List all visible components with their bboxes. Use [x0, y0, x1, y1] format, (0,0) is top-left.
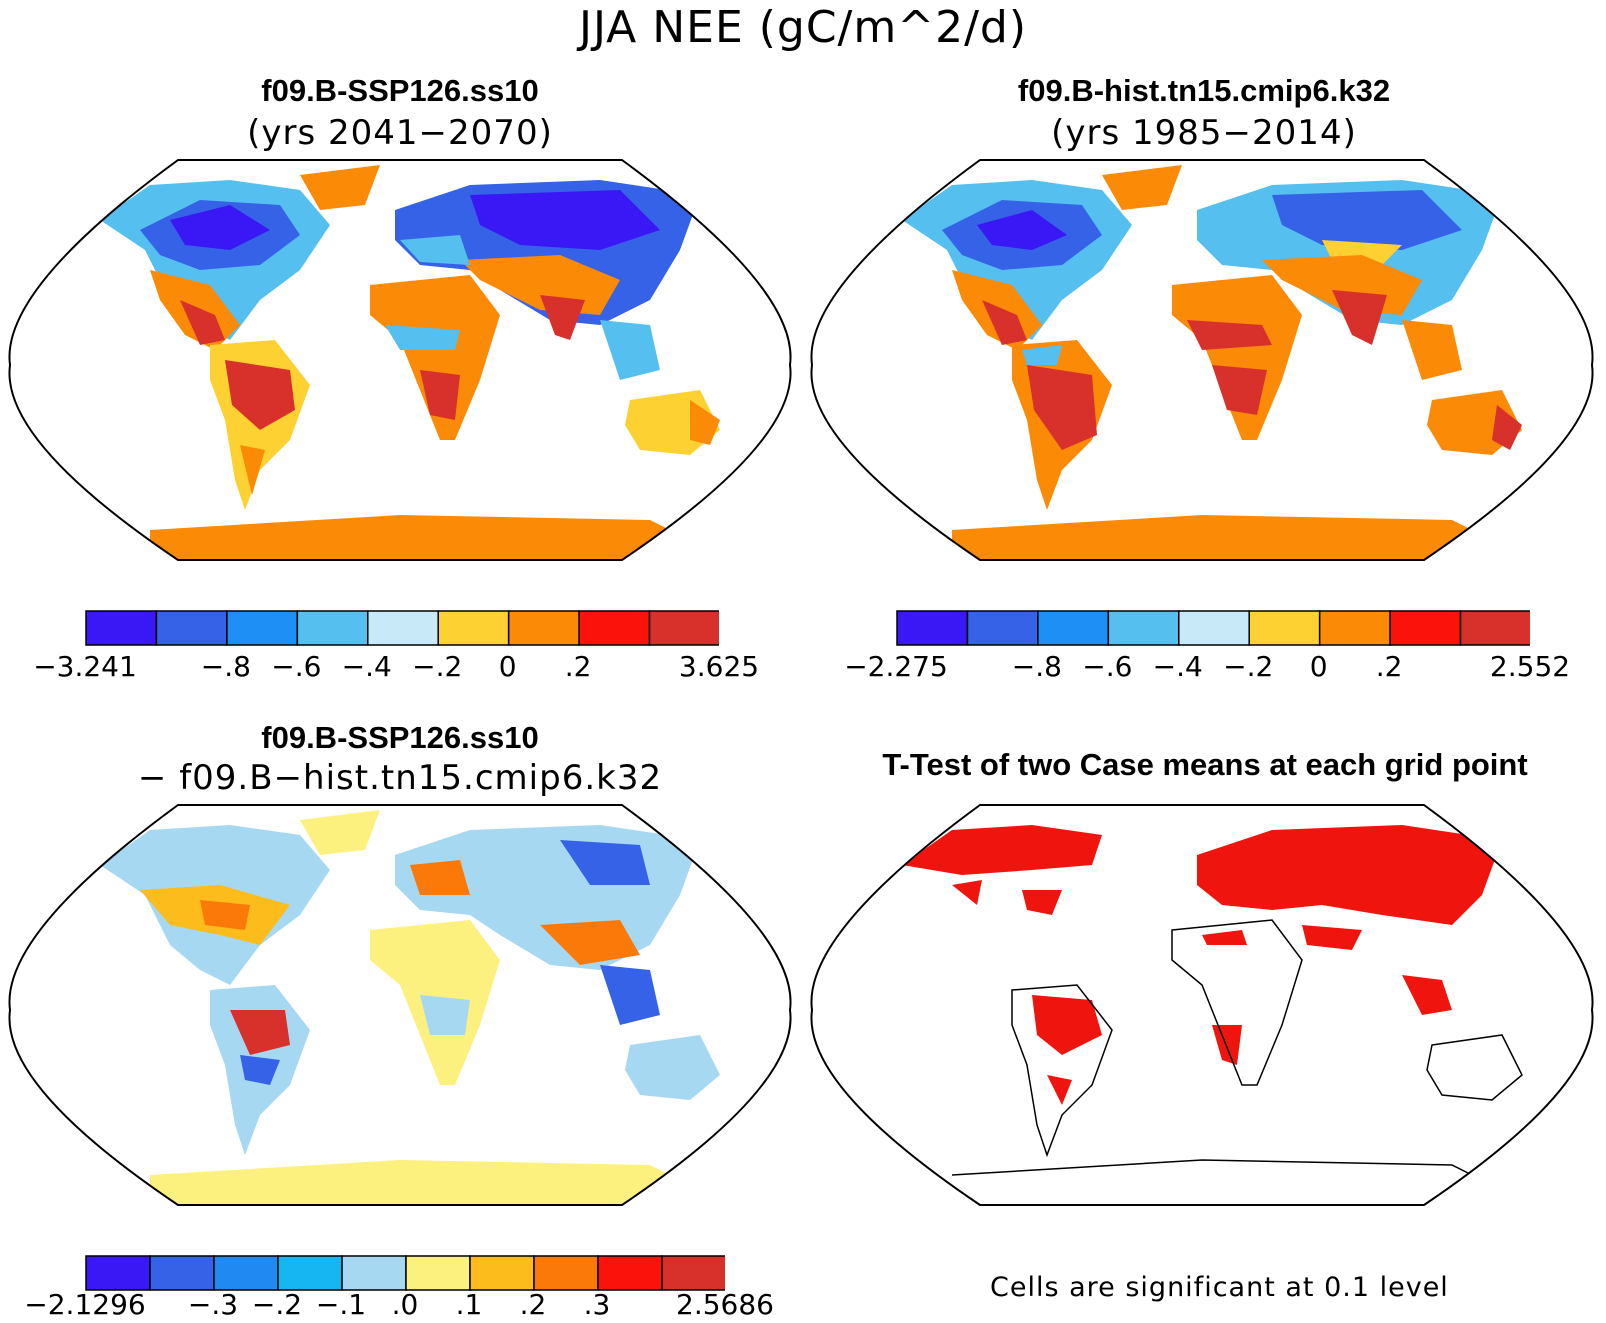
colorbar-bottom-left-label: .3 [583, 1288, 611, 1321]
colorbar-bottom-left-label: −.3 [187, 1288, 239, 1321]
panel-bottom-left-subtitle: − f09.B−hist.tn15.cmip6.k32 [137, 758, 663, 798]
map-top-right [810, 159, 1594, 561]
colorbar-top-left-label: −.2 [412, 650, 463, 683]
colorbar-top-right-swatch-8 [1459, 610, 1530, 646]
colorbar-bottom-left-label: .0 [391, 1288, 419, 1321]
map-bottom-left [8, 804, 792, 1206]
panel-top-right-subtitle: (yrs 1985−2014) [1051, 113, 1357, 153]
colorbar-top-left-swatch-7 [578, 610, 651, 646]
panel-top-left-subtitle: (yrs 2041−2070) [247, 113, 553, 153]
colorbar-top-left-swatch-6 [507, 610, 580, 646]
colorbar-bottom-left-label: .1 [455, 1288, 483, 1321]
colorbar-top-right-swatch-4 [1178, 610, 1250, 646]
colorbar-top-left-label: 3.625 [678, 650, 760, 683]
colorbar-top-right-label: 2.552 [1489, 650, 1571, 683]
map-bottom-right [810, 804, 1594, 1206]
colorbar-top-right-label: −.4 [1152, 650, 1203, 683]
colorbar-top-right-swatch-0 [896, 610, 969, 646]
panel-top-left-title: f09.B-SSP126.ss10 [261, 73, 539, 108]
colorbar-top-left-swatch-2 [226, 610, 299, 646]
colorbar-top-left-label: 0 [498, 650, 517, 683]
colorbar-top-right-label: −.8 [1011, 650, 1062, 683]
colorbar-bottom-left-label: 2.5686 [676, 1288, 774, 1321]
colorbar-top-right-label: −.2 [1223, 650, 1274, 683]
colorbar-bottom-left-swatch-6 [469, 1255, 535, 1291]
colorbar-bottom-left-swatch-7 [533, 1255, 599, 1291]
panel-top-right-title: f09.B-hist.tn15.cmip6.k32 [1017, 73, 1391, 108]
colorbar-bottom-left [85, 1255, 725, 1291]
colorbar-top-left-swatch-4 [367, 610, 439, 646]
colorbar-top-right-labels: −2.275 −.8 −.6 −.4 −.2 0 .2 2.552 [0, 650, 1606, 684]
colorbar-top-right [896, 610, 1530, 646]
colorbar-bottom-left-swatch-9 [661, 1255, 725, 1291]
colorbar-bottom-left-label: .2 [519, 1288, 547, 1321]
colorbar-top-right-swatch-5 [1248, 610, 1321, 646]
colorbar-top-right-swatch-2 [1037, 610, 1110, 646]
colorbar-bottom-left-swatch-8 [597, 1255, 663, 1291]
colorbar-bottom-left-swatch-5 [405, 1255, 471, 1291]
map-top-left [8, 159, 792, 561]
colorbar-top-left [85, 610, 719, 646]
colorbar-bottom-left-swatch-0 [85, 1255, 151, 1291]
panel-bottom-right-title: T-Test of two Case means at each grid po… [882, 747, 1528, 782]
colorbar-top-left-label: −3.241 [33, 650, 137, 683]
colorbar-bottom-left-labels: −2.1296 −.3 −.2 −.1 .0 .1 .2 .3 2.5686 [0, 1288, 800, 1322]
colorbar-top-right-label: −.6 [1082, 650, 1133, 683]
colorbar-bottom-left-label: −2.1296 [24, 1288, 146, 1321]
colorbar-bottom-left-swatch-1 [149, 1255, 215, 1291]
colorbar-top-left-label: −.6 [271, 650, 322, 683]
colorbar-bottom-left-label: −.2 [251, 1288, 303, 1321]
colorbar-top-left-label: −.4 [341, 650, 392, 683]
colorbar-top-right-label: −2.275 [844, 650, 948, 683]
colorbar-bottom-left-label: −.1 [315, 1288, 367, 1321]
colorbar-bottom-left-swatch-2 [213, 1255, 279, 1291]
colorbar-top-left-swatch-1 [155, 610, 228, 646]
colorbar-top-left-swatch-3 [296, 610, 369, 646]
panel-bottom-left-title: f09.B-SSP126.ss10 [261, 720, 539, 755]
colorbar-top-left-swatch-0 [85, 610, 158, 646]
colorbar-top-left-labels: −3.241 −.8 −.6 −.4 −.2 0 .2 3.625 [0, 650, 800, 684]
colorbar-top-right-swatch-6 [1318, 610, 1391, 646]
colorbar-bottom-left-swatch-3 [277, 1255, 343, 1291]
colorbar-bottom-left-swatch-4 [341, 1255, 407, 1291]
colorbar-top-right-swatch-3 [1107, 610, 1180, 646]
colorbar-top-left-label: .2 [564, 650, 592, 683]
colorbar-top-right-swatch-1 [966, 610, 1039, 646]
colorbar-top-right-swatch-7 [1389, 610, 1462, 646]
colorbar-top-right-label: .2 [1375, 650, 1403, 683]
colorbar-top-left-label: −.8 [200, 650, 251, 683]
significance-note: Cells are significant at 0.1 level [990, 1272, 1449, 1303]
colorbar-top-left-swatch-5 [437, 610, 510, 646]
figure-title: JJA NEE (gC/m^2/d) [578, 2, 1028, 53]
colorbar-top-left-swatch-8 [648, 610, 719, 646]
colorbar-top-right-label: 0 [1309, 650, 1328, 683]
